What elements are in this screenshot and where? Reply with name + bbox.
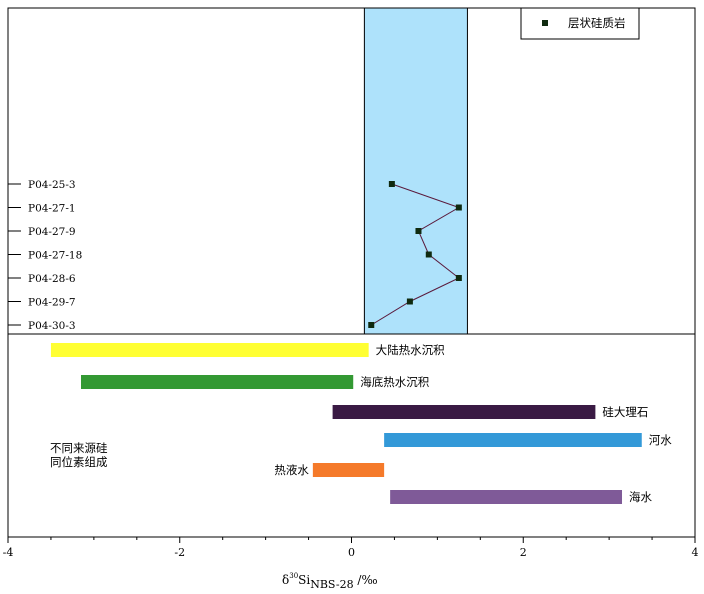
sample-point	[455, 204, 462, 211]
x-tick-label: 2	[520, 546, 527, 559]
sample-point	[415, 228, 422, 234]
range-label: 大陆热水沉积	[376, 343, 445, 357]
sample-label: P04-27-1	[28, 203, 76, 215]
legend-marker	[542, 20, 548, 26]
upper-panel-frame	[7, 7, 696, 335]
group-label-line-1: 不同来源硅	[50, 441, 108, 455]
sample-point	[406, 298, 413, 305]
range-bar	[332, 405, 596, 419]
range-label: 河水	[649, 433, 672, 447]
legend: 层状硅质岩	[520, 7, 640, 40]
legend-box	[520, 7, 640, 40]
range-bar	[390, 490, 623, 504]
range-bar	[312, 463, 385, 477]
x-tick-label: -4	[3, 546, 14, 559]
sample-label: P04-28-6	[28, 273, 76, 285]
range-bar	[384, 433, 642, 447]
x-tick-label: 0	[348, 546, 355, 559]
samples-layer: P04-25-3 P04-27-1 P04-27-9 P04-27-18 P04-28-…	[8, 179, 462, 332]
range-label: 硅大理石	[602, 405, 648, 419]
range-label: 海水	[629, 490, 652, 504]
sample-point	[425, 251, 432, 258]
x-axis-title: δ30SiNBS-28 /‰	[282, 572, 378, 591]
sample-label: P04-27-18	[28, 250, 82, 262]
sample-label: P04-25-3	[28, 179, 76, 191]
x-tick-label: -2	[174, 546, 185, 559]
sample-label: P04-29-7	[28, 297, 76, 309]
legend-label: 层状硅质岩	[568, 16, 626, 30]
range-label: 海底热水沉积	[360, 375, 429, 389]
range-label: 热液水	[274, 463, 309, 477]
sample-point	[388, 181, 395, 187]
sample-point	[455, 275, 462, 281]
x-axis: -4 -2 0 2 4	[3, 537, 699, 559]
sample-point	[368, 322, 375, 328]
silicate-band	[363, 7, 468, 335]
range-bar	[50, 343, 369, 357]
x-tick-label: 4	[692, 546, 699, 559]
sample-label: P04-27-9	[28, 226, 76, 238]
sample-label: P04-30-3	[28, 320, 76, 332]
range-bar	[80, 375, 354, 389]
group-label-line-2: 同位素组成	[50, 455, 108, 469]
